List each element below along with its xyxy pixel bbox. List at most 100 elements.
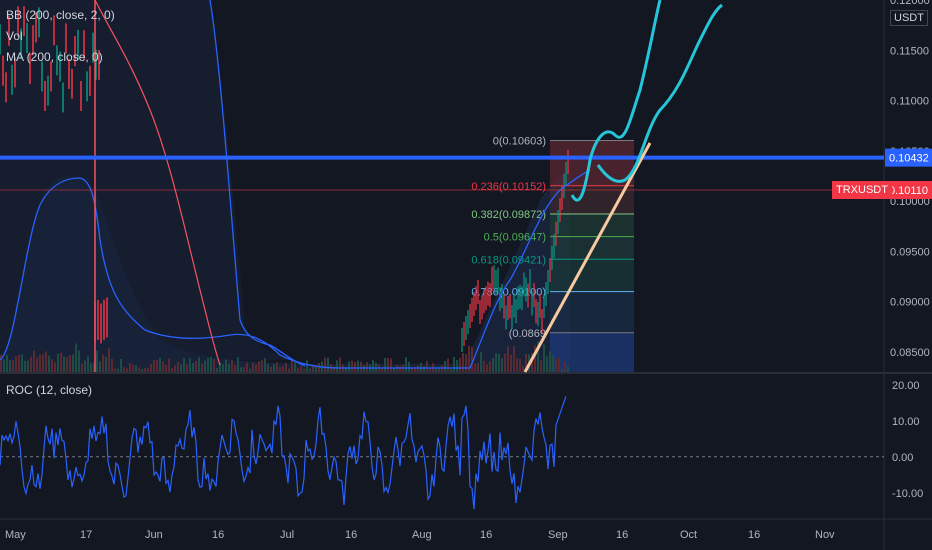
time-tick-label: 16 <box>480 529 492 541</box>
volume-bar <box>327 357 329 372</box>
volume-bar <box>399 366 401 372</box>
volume-bar <box>111 359 113 372</box>
price-axis[interactable]: 0.120000.115000.110000.105000.100000.095… <box>885 0 932 359</box>
indicator-bb-label[interactable]: BB (200, close, 2, 0) <box>6 8 115 22</box>
volume-bar <box>558 357 560 372</box>
volume-bar <box>306 360 308 372</box>
time-tick-label: 17 <box>80 529 92 541</box>
indicator-ma-label[interactable]: MA (200, close, 0) <box>6 50 103 64</box>
volume-bar <box>6 354 8 372</box>
fib-level-label: 0.618(0.09421) <box>471 254 546 266</box>
projection-path-1[interactable] <box>570 0 662 202</box>
volume-bar <box>258 361 260 372</box>
time-tick-label: 16 <box>748 529 760 541</box>
roc-tick-label: 10.00 <box>892 416 920 428</box>
volume-bar <box>150 364 152 372</box>
volume-bar <box>354 361 356 372</box>
volume-bar <box>279 367 281 372</box>
volume-bar <box>0 354 2 372</box>
volume-bar <box>465 354 467 372</box>
volume-bar <box>138 367 140 372</box>
volume-bar <box>255 364 257 372</box>
volume-bar <box>261 360 263 372</box>
volume-bar <box>147 367 149 372</box>
volume-bar <box>210 357 212 372</box>
volume-bar <box>21 354 23 372</box>
current-price-badge <box>885 181 932 200</box>
volume-bar <box>537 341 539 372</box>
volume-bar <box>180 364 182 372</box>
indicator-vol-label[interactable]: Vol <box>6 29 23 43</box>
volume-bar <box>45 351 47 372</box>
roc-pane[interactable] <box>0 374 884 518</box>
volume-bar <box>414 367 416 372</box>
volume-bar <box>27 360 29 372</box>
time-tick-label: Nov <box>815 529 835 541</box>
volume-bar <box>453 357 455 372</box>
roc-axis[interactable]: 20.00 10.00 0.00 -10.00 <box>892 380 923 500</box>
time-tick-label: Jun <box>145 529 163 541</box>
time-axis[interactable]: May 17 Jun 16 Jul 16 Aug 16 Sep 16 Oct 16 Nov <box>5 529 835 541</box>
moving-average-line <box>94 0 221 366</box>
fib-level-label: 0.5(0.09647) <box>484 232 546 244</box>
volume-bar <box>273 363 275 372</box>
volume-bar <box>357 360 359 372</box>
price-tick-label: 0.11500 <box>890 45 929 57</box>
volume-bar <box>123 367 125 372</box>
time-tick-label: Oct <box>680 529 697 541</box>
volume-bar <box>192 363 194 372</box>
price-tick-label: 0.12000 <box>890 0 930 7</box>
volume-bar <box>252 362 254 372</box>
roc-tick-label: 20.00 <box>892 380 920 392</box>
volume-bar <box>564 361 566 372</box>
volume-bar <box>234 364 236 372</box>
volume-bar <box>96 350 98 372</box>
volume-bar <box>12 359 14 372</box>
volume-bar <box>459 358 461 372</box>
volume-bar <box>447 358 449 372</box>
volume-bar <box>468 345 470 372</box>
volume-bar <box>552 355 554 372</box>
volume-bar <box>543 344 545 372</box>
horizontal-level-value: 0.10432 <box>889 153 929 165</box>
price-tick-label: 0.11000 <box>890 96 929 108</box>
volume-bar <box>384 357 386 372</box>
volume-bar <box>63 356 65 372</box>
volume-bar <box>183 358 185 372</box>
price-unit-label[interactable]: USDT <box>890 10 928 26</box>
volume-bar <box>216 368 218 372</box>
volume-bar <box>87 356 89 372</box>
volume-bar <box>102 354 104 372</box>
volume-bar <box>351 360 353 372</box>
volume-bar <box>567 366 569 372</box>
volume-bar <box>195 360 197 372</box>
volume-bar <box>117 368 119 372</box>
volume-bar <box>501 358 503 372</box>
volume-bar <box>285 362 287 372</box>
projection-path-2[interactable] <box>596 3 723 183</box>
volume-bar <box>282 365 284 372</box>
bollinger-band-line <box>0 169 591 369</box>
current-price-value: 0.10110 <box>889 185 928 197</box>
volume-bar <box>309 368 311 372</box>
volume-bar <box>165 364 167 372</box>
volume-bar <box>105 356 107 372</box>
ascending-trendline[interactable] <box>523 142 652 373</box>
horizontal-level-badge <box>885 148 932 167</box>
volume-bar <box>549 351 551 372</box>
price-tick-label: 0.09000 <box>890 297 930 309</box>
indicator-roc-label[interactable]: ROC (12, close) <box>6 383 93 397</box>
volume-bar <box>387 357 389 372</box>
fib-zone <box>550 213 634 237</box>
volume-bar <box>228 363 230 372</box>
price-tick-label: 0.09500 <box>890 246 930 258</box>
volume-bar <box>246 362 248 372</box>
volume-bar <box>153 359 155 372</box>
price-tick-label: 0.10000 <box>890 196 930 208</box>
volume-bar <box>174 365 176 372</box>
volume-bar <box>516 358 518 372</box>
fib-level-label: 0.236(0.10152) <box>471 181 546 193</box>
time-tick-label: Jul <box>280 529 294 541</box>
volume-bar <box>93 362 95 372</box>
